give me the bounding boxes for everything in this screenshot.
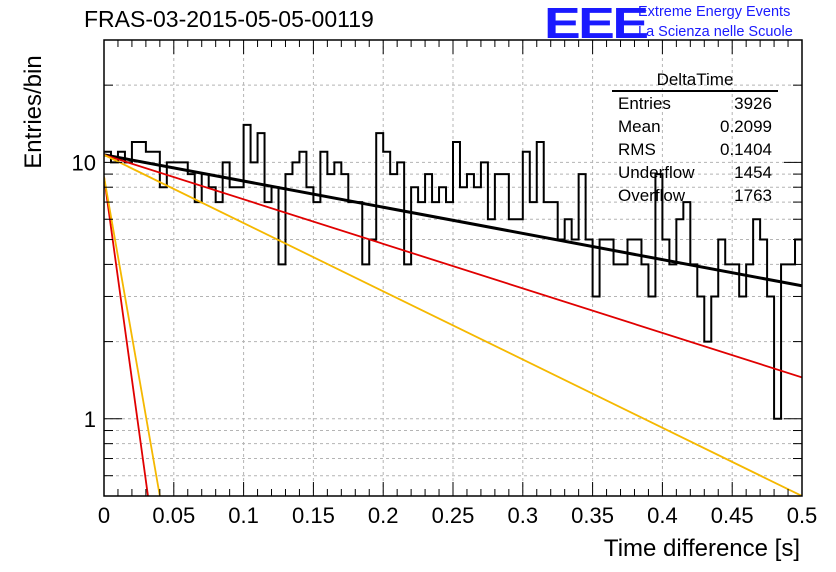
histogram-outline <box>104 123 802 420</box>
stats-row-entries: Entries 3926 <box>612 92 778 115</box>
stats-label: Underflow <box>618 163 695 182</box>
y-axis-label: Entries/bin <box>20 55 47 169</box>
x-axis-label: Time difference [s] <box>603 535 800 562</box>
logo-text-line1: Extreme Energy Events <box>638 4 791 20</box>
eee-logo: EEE <box>544 0 649 48</box>
y-tick-label: 1 <box>84 407 96 432</box>
fit-curve-red-3 <box>104 176 149 496</box>
stats-row-overflow: Overflow 1763 <box>612 184 778 207</box>
x-tick-label: 0 <box>98 503 110 528</box>
fit-curve-yellow-2 <box>104 154 802 496</box>
x-tick-label: 0.1 <box>228 503 259 528</box>
stats-label: Overflow <box>618 186 686 205</box>
logo-text-line2: La Scienza nelle Scuole <box>638 24 793 40</box>
x-tick-label: 0.2 <box>368 503 399 528</box>
stats-row-underflow: Underflow 1454 <box>612 161 778 184</box>
stats-label: Entries <box>618 94 671 113</box>
stats-value: 3926 <box>734 94 772 113</box>
stats-value: 1763 <box>734 186 772 205</box>
x-tick-label: 0.45 <box>711 503 754 528</box>
stats-label: Mean <box>618 117 661 136</box>
stats-row-mean: Mean 0.2099 <box>612 115 778 138</box>
stats-value: 0.2099 <box>720 117 772 136</box>
x-tick-label: 0.3 <box>508 503 539 528</box>
stats-value: 0.1404 <box>720 140 772 159</box>
x-tick-label: 0.15 <box>292 503 335 528</box>
y-tick-label: 10 <box>72 150 96 175</box>
stats-title: DeltaTime <box>612 70 778 92</box>
chart-title: FRAS-03-2015-05-05-00119 <box>84 6 374 32</box>
x-tick-label: 0.05 <box>152 503 195 528</box>
stats-label: RMS <box>618 140 656 159</box>
fit-curve-red-1 <box>104 153 802 379</box>
stats-value: 1454 <box>734 163 772 182</box>
fit-curve-black-0 <box>104 153 802 288</box>
x-tick-label: 0.5 <box>787 503 818 528</box>
fit-curve-yellow-4 <box>104 176 161 496</box>
x-tick-label: 0.4 <box>647 503 678 528</box>
x-tick-label: 0.25 <box>432 503 475 528</box>
stats-row-rms: RMS 0.1404 <box>612 138 778 161</box>
stats-box: DeltaTime Entries 3926 Mean 0.2099 RMS 0… <box>612 70 778 207</box>
x-tick-label: 0.35 <box>571 503 614 528</box>
